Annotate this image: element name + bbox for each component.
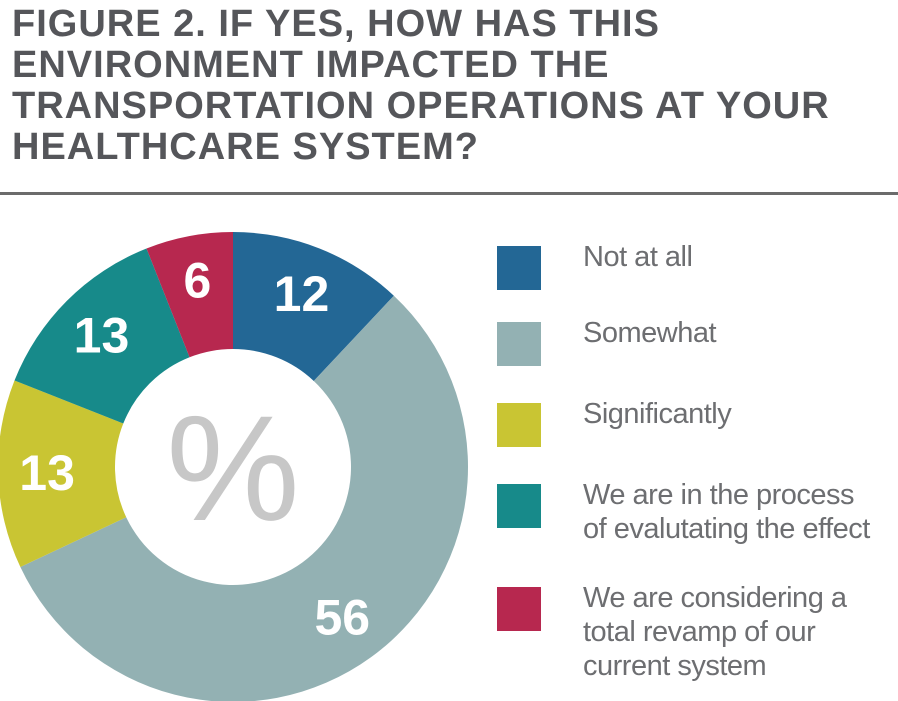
slice-not-at-all — [233, 232, 394, 381]
slice-value-significantly: 13 — [19, 445, 75, 501]
slice-revamp — [146, 232, 233, 358]
legend-label: Somewhat — [583, 317, 717, 349]
donut-chart: 12 56 13 13 6 % — [0, 232, 468, 701]
legend-label: Not at all — [583, 241, 693, 273]
legend-label: We are in the process of evalutating the… — [583, 479, 870, 545]
slice-somewhat — [20, 295, 468, 701]
slice-labels: 12 56 13 13 6 — [19, 252, 370, 645]
legend-swatch — [497, 403, 541, 447]
title-divider — [0, 192, 898, 195]
slice-value-not-at-all: 12 — [274, 266, 330, 322]
legend-swatch — [497, 587, 541, 631]
legend-swatch — [497, 322, 541, 366]
slice-evaluating — [14, 248, 190, 424]
legend-label: Significantly — [583, 398, 732, 430]
chart-title: FIGURE 2. IF YES, HOW HAS THIS ENVIRONME… — [12, 3, 830, 168]
legend-label: We are considering a total revamp of our… — [583, 582, 847, 682]
legend-swatch — [497, 246, 541, 290]
donut-slices — [0, 232, 468, 701]
slice-value-evaluating: 13 — [74, 307, 130, 363]
slice-significantly — [0, 380, 127, 568]
legend-swatch — [497, 484, 541, 528]
percent-symbol: % — [166, 384, 299, 552]
slice-value-somewhat: 56 — [315, 589, 371, 645]
slice-value-revamp: 6 — [183, 252, 211, 308]
